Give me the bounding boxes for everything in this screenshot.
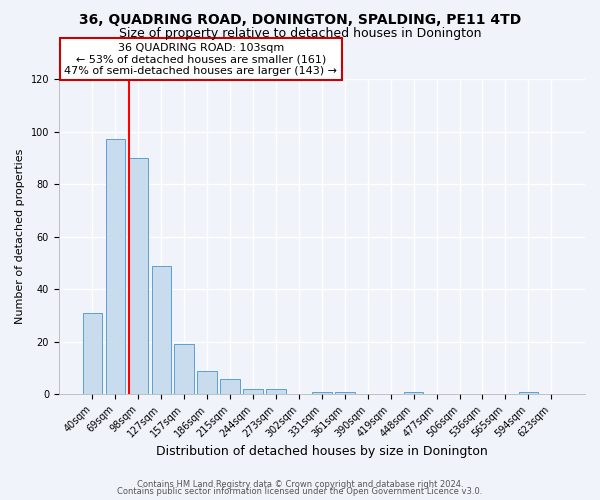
Bar [266,389,286,394]
Bar [83,313,102,394]
Y-axis label: Number of detached properties: Number of detached properties [15,149,25,324]
Bar [152,266,171,394]
Bar [106,140,125,394]
Bar [312,392,332,394]
Text: 36, QUADRING ROAD, DONINGTON, SPALDING, PE11 4TD: 36, QUADRING ROAD, DONINGTON, SPALDING, … [79,12,521,26]
Bar [518,392,538,394]
Bar [244,389,263,394]
Bar [220,378,240,394]
Bar [197,370,217,394]
Text: Contains public sector information licensed under the Open Government Licence v3: Contains public sector information licen… [118,488,482,496]
Bar [128,158,148,394]
Bar [335,392,355,394]
Bar [175,344,194,395]
Text: Size of property relative to detached houses in Donington: Size of property relative to detached ho… [119,28,481,40]
Text: 36 QUADRING ROAD: 103sqm
← 53% of detached houses are smaller (161)
47% of semi-: 36 QUADRING ROAD: 103sqm ← 53% of detach… [64,42,337,76]
X-axis label: Distribution of detached houses by size in Donington: Distribution of detached houses by size … [156,444,488,458]
Bar [404,392,424,394]
Text: Contains HM Land Registry data © Crown copyright and database right 2024.: Contains HM Land Registry data © Crown c… [137,480,463,489]
